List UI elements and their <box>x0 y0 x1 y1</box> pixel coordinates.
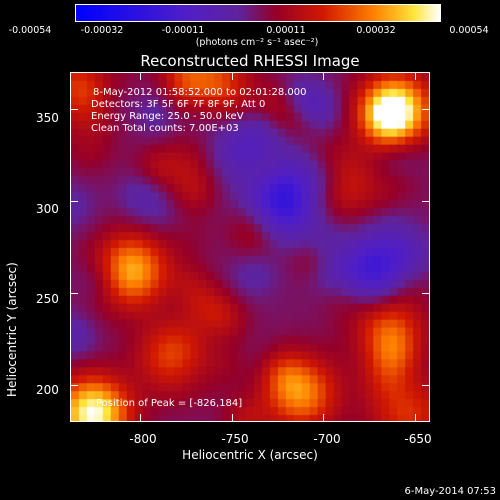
y-tick-label: 250 <box>36 292 59 306</box>
colorbar-tick: 0.00054 <box>449 25 489 36</box>
x-tick-mark <box>323 414 325 422</box>
x-tick-label: -700 <box>313 432 341 446</box>
y-tick-label: 300 <box>36 202 59 216</box>
y-tick-label: 200 <box>36 383 59 397</box>
y-tick-mark <box>70 200 78 202</box>
colorbar-tick: -0.00032 <box>80 25 124 36</box>
x-tick-mark <box>415 72 417 80</box>
y-tick-mark <box>422 108 430 110</box>
chart-title: Reconstructed RHESSI Image <box>140 52 360 70</box>
x-tick-label: -800 <box>129 432 157 446</box>
colorbar-tick: 0.00011 <box>266 25 306 36</box>
x-tick-mark <box>231 72 233 80</box>
x-axis-label: Heliocentric X (arcsec) <box>182 448 318 462</box>
x-tick-label: -650 <box>404 432 432 446</box>
heatmap-image <box>71 73 429 421</box>
x-tick-label: -750 <box>221 432 249 446</box>
timestamp: 6-May-2014 07:53 <box>404 486 496 497</box>
y-tick-mark <box>422 293 430 295</box>
colorbar <box>75 4 441 22</box>
y-tick-label: 350 <box>36 111 59 125</box>
detectors-label: Detectors: 3F 5F 6F 7F 8F 9F, Att 0 <box>91 99 266 110</box>
x-tick-mark <box>323 72 325 80</box>
colorbar-tick: -0.00054 <box>8 25 52 36</box>
x-tick-mark <box>231 414 233 422</box>
x-tick-mark <box>139 414 141 422</box>
y-tick-mark <box>422 385 430 387</box>
y-tick-mark <box>422 200 430 202</box>
x-tick-mark <box>139 72 141 80</box>
peak-position-label: Position of Peak = [-826,184] <box>96 398 243 409</box>
y-tick-mark <box>70 293 78 295</box>
colorbar-gradient <box>76 5 440 21</box>
colorbar-units: (photons cm⁻² s⁻¹ asec⁻²) <box>195 37 319 48</box>
y-tick-mark <box>70 108 78 110</box>
y-axis-label: Heliocentric Y (arcsec) <box>5 262 19 397</box>
colorbar-tick: -0.00011 <box>161 25 205 36</box>
colorbar-tick: 0.00032 <box>356 25 396 36</box>
time-range-label: 8-May-2012 01:58:52.000 to 02:01:28.000 <box>93 87 307 98</box>
plot-area: 8-May-2012 01:58:52.000 to 02:01:28.000 … <box>70 72 430 422</box>
energy-range-label: Energy Range: 25.0 - 50.0 keV <box>91 111 244 122</box>
clean-counts-label: Clean Total counts: 7.00E+03 <box>91 123 239 134</box>
y-tick-mark <box>70 385 78 387</box>
x-tick-mark <box>415 414 417 422</box>
